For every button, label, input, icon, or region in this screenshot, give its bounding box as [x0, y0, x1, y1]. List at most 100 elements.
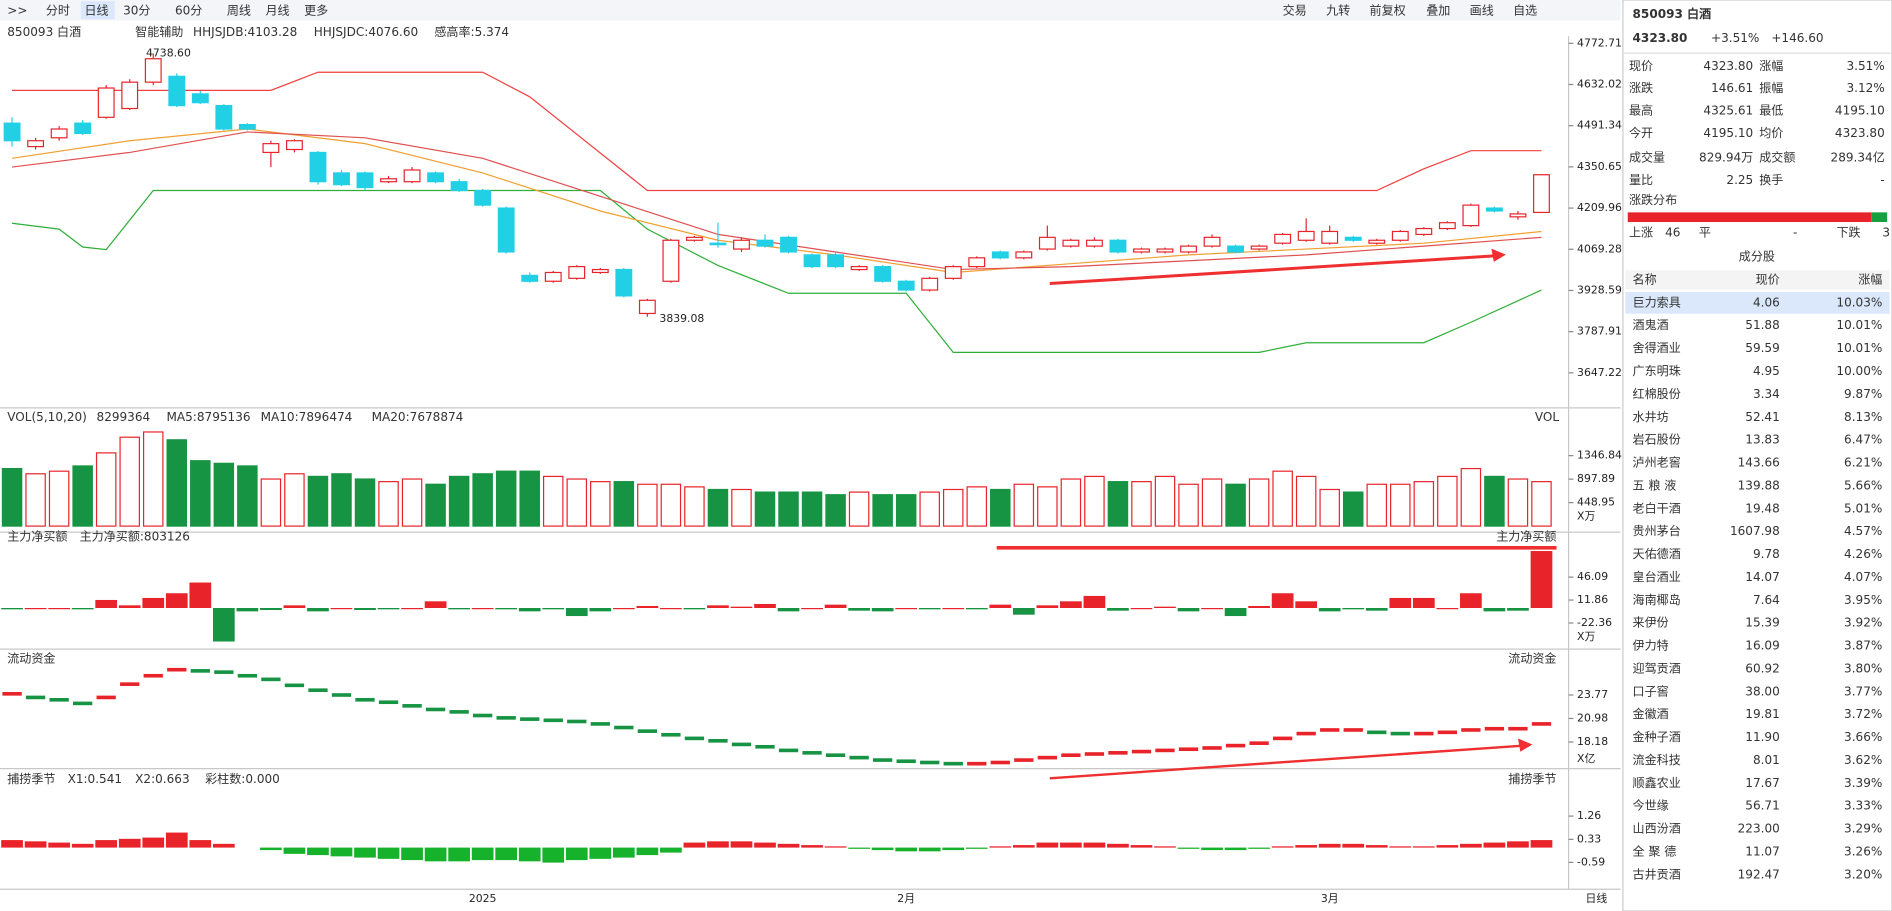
stock-name[interactable]: 泸州老窖 — [1633, 455, 1681, 470]
toolbar-button[interactable]: 前复权 — [1370, 2, 1406, 17]
quote-title: 850093 白酒 — [1633, 6, 1712, 21]
stock-name[interactable]: 迎驾贡酒 — [1633, 661, 1681, 675]
volume-bar — [166, 439, 188, 527]
legend-item: 8299364 — [97, 410, 151, 424]
candle-body — [262, 143, 280, 154]
toolbar-button[interactable]: 60分 — [175, 3, 202, 17]
stock-name[interactable]: 山西汾酒 — [1633, 822, 1681, 836]
volume-bar — [1390, 483, 1411, 527]
header-bg — [1625, 270, 1890, 290]
season-bar — [1083, 842, 1106, 848]
stock-name[interactable]: 老白干酒 — [1633, 500, 1681, 515]
fund-dash — [708, 739, 728, 743]
volume-bar — [590, 481, 611, 527]
season-bar — [612, 847, 635, 858]
netbuy-bar — [1224, 608, 1247, 617]
down-count: 3 — [1882, 225, 1890, 239]
season-bar — [542, 847, 565, 863]
toolbar-button[interactable]: 日线 — [84, 3, 108, 17]
fund-dash — [1084, 752, 1105, 756]
season-bar — [1248, 847, 1270, 849]
stock-name[interactable]: 酒鬼酒 — [1633, 317, 1669, 332]
stock-pct: 3.66% — [1844, 730, 1882, 744]
netbuy-bar — [307, 608, 329, 612]
y-tick-label: 448.95 — [1577, 496, 1615, 509]
netbuy-bar — [589, 608, 612, 612]
netbuy-bar — [707, 605, 729, 609]
stock-name[interactable]: 来伊份 — [1633, 616, 1669, 630]
volume-bar — [848, 491, 870, 527]
fund-dash — [661, 732, 681, 737]
fund-dash — [1108, 751, 1128, 755]
stock-name[interactable]: 伊力特 — [1633, 638, 1669, 653]
y-tick-label: 897.89 — [1577, 472, 1615, 485]
toolbar-button[interactable]: >> — [7, 3, 27, 17]
stock-name[interactable]: 顺鑫农业 — [1633, 775, 1681, 790]
stock-name[interactable]: 海南椰岛 — [1633, 592, 1681, 607]
season-bar — [1342, 843, 1365, 848]
stock-pct: 3.95% — [1844, 593, 1882, 607]
stock-name[interactable]: 红棉股份 — [1633, 386, 1681, 401]
toolbar-button[interactable]: 交易 — [1283, 2, 1307, 17]
candle-body — [709, 242, 727, 246]
stock-name[interactable]: 贵州茅台 — [1633, 523, 1681, 538]
fund-dash — [896, 759, 916, 764]
season-bar — [354, 847, 376, 858]
stock-name[interactable]: 今世缘 — [1633, 798, 1669, 813]
stock-name[interactable]: 广东明珠 — [1633, 364, 1681, 378]
toolbar-button[interactable]: 更多 — [304, 3, 328, 17]
stock-price: 59.59 — [1745, 341, 1779, 355]
netbuy-bar — [495, 608, 518, 610]
stock-name[interactable]: 流金科技 — [1633, 752, 1681, 767]
stat-label: 均价 — [1759, 126, 1783, 140]
toolbar-button[interactable]: 自选 — [1513, 3, 1537, 17]
netbuy-bar — [1177, 608, 1200, 612]
stock-name[interactable]: 舍得酒业 — [1633, 340, 1681, 355]
volume-bar — [1107, 481, 1129, 527]
stat-label: 成交量 — [1629, 150, 1665, 165]
season-bar — [777, 843, 800, 848]
stock-name[interactable]: 巨力索具 — [1633, 295, 1681, 309]
netbuy-bar — [142, 597, 165, 609]
unit-label: X亿 — [1577, 752, 1595, 765]
volume-bar — [95, 452, 117, 527]
candle-body — [474, 189, 492, 206]
stock-name[interactable]: 水井坊 — [1633, 409, 1669, 424]
volume-bar — [637, 483, 658, 527]
toolbar-button[interactable]: 画线 — [1470, 3, 1494, 17]
stock-name[interactable]: 全 聚 德 — [1633, 843, 1677, 858]
y-tick-label: 23.77 — [1577, 688, 1608, 701]
stock-name[interactable]: 五 粮 液 — [1633, 477, 1677, 492]
candle-body — [356, 172, 374, 189]
y-tick-label: 4632.02 — [1577, 78, 1622, 91]
fund-dash — [190, 669, 210, 673]
netbuy-bar — [801, 608, 823, 610]
season-bar — [895, 847, 918, 852]
fund-dash — [378, 700, 399, 705]
netbuy-bar — [1318, 608, 1341, 612]
toolbar-button[interactable]: 30分 — [123, 3, 150, 17]
toolbar-button[interactable]: 周线 — [227, 3, 251, 17]
toolbar-button[interactable]: 月线 — [265, 3, 289, 17]
stock-name[interactable]: 金徽酒 — [1633, 706, 1669, 721]
toolbar-button[interactable]: 叠加 — [1426, 3, 1450, 17]
stock-name[interactable]: 天佑德酒 — [1633, 546, 1681, 561]
stock-name[interactable]: 古井贡酒 — [1633, 866, 1681, 881]
stock-price: 1607.98 — [1730, 524, 1780, 538]
fund-dash — [96, 695, 116, 700]
legend-item: MA10:7896474 — [261, 410, 353, 424]
stock-name[interactable]: 口子窖 — [1633, 683, 1669, 698]
toolbar-button[interactable]: 分时 — [46, 3, 70, 17]
stock-name[interactable]: 金种子酒 — [1633, 729, 1681, 744]
fund-dash — [943, 761, 963, 766]
netbuy-bar — [1201, 608, 1223, 610]
candle-body — [1109, 239, 1127, 253]
stock-pct: 9.87% — [1844, 387, 1882, 401]
stock-name[interactable]: 岩石股份 — [1633, 432, 1681, 447]
stock-pct: 6.47% — [1844, 433, 1882, 447]
fund-dash — [496, 716, 516, 720]
toolbar-button[interactable]: 九转 — [1326, 2, 1350, 17]
stock-name[interactable]: 皇台酒业 — [1633, 569, 1681, 584]
fund-dash — [1014, 758, 1034, 762]
candle-body — [1038, 236, 1056, 250]
